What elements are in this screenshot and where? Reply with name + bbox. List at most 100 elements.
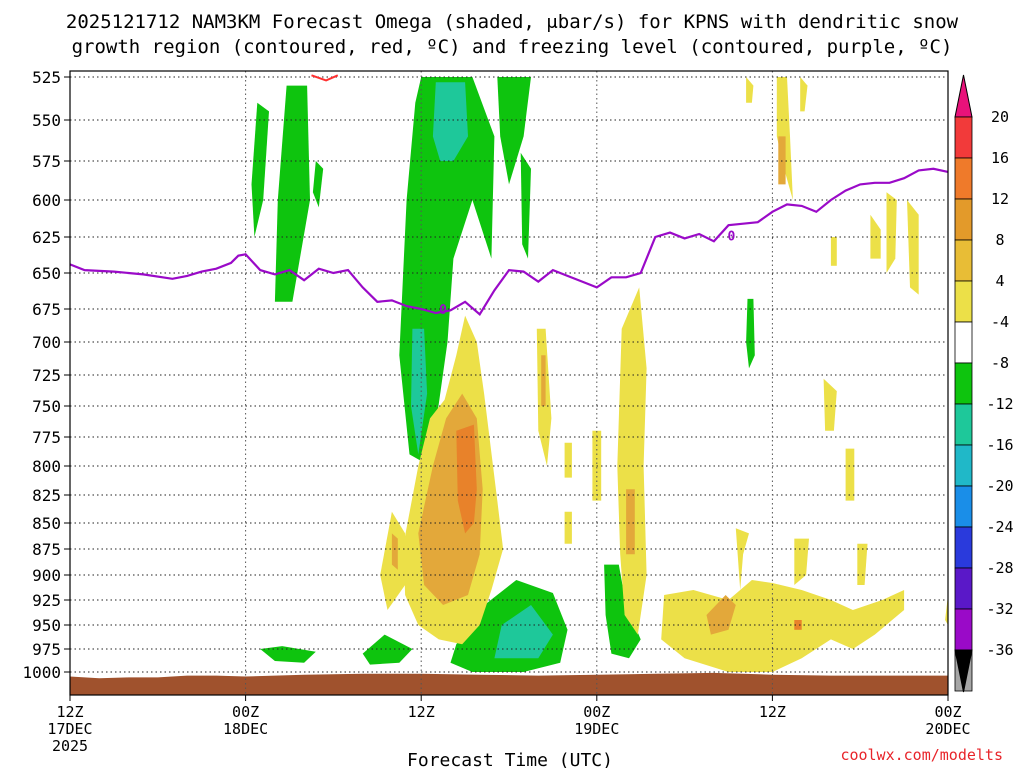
- omega-region-40: [778, 136, 786, 185]
- colorbar-swatch-0: [954, 116, 973, 159]
- colorbar-label-3: 8: [995, 231, 1004, 249]
- colorbar-label-9: -20: [986, 477, 1013, 495]
- x-tick-label-12-0: 00Z: [232, 703, 259, 721]
- x-tick-label-36-0: 00Z: [583, 703, 610, 721]
- x-tick-label-12-1: 18DEC: [223, 720, 268, 738]
- omega-region-11: [260, 646, 316, 663]
- colorbar-label-0: 20: [991, 108, 1009, 126]
- omega-region-42: [794, 620, 802, 630]
- omega-region-2: [312, 161, 324, 208]
- y-tick-label-950: 950: [32, 616, 61, 635]
- y-tick-label-525: 525: [32, 68, 61, 87]
- colorbar-label-5: -4: [991, 313, 1009, 331]
- colorbar-label-13: -36: [986, 641, 1013, 659]
- ground-layer: [70, 672, 948, 695]
- colorbar-top-arrow: [954, 74, 973, 118]
- omega-region-13: [746, 298, 755, 369]
- omega-region-28: [907, 200, 919, 295]
- y-tick-label-625: 625: [32, 228, 61, 247]
- colorbar-label-4: 4: [995, 272, 1004, 290]
- x-tick-label-60-1: 20DEC: [925, 720, 970, 738]
- colorbar-swatch-9: [954, 485, 973, 528]
- colorbar-swatch-11: [954, 567, 973, 610]
- pressure-axis: 525 550 575 600 625 650 675 700 725 750 775 800 825 8…: [22, 68, 70, 682]
- colorbar-swatch-8: [954, 444, 973, 487]
- omega-region-33: [800, 77, 808, 112]
- colorbar-label-8: -16: [986, 436, 1013, 454]
- omega-region-19: [564, 511, 572, 544]
- omega-region-5: [411, 328, 428, 455]
- grid-lines: [70, 71, 948, 695]
- y-tick-label-900: 900: [32, 566, 61, 585]
- colorbar-label-11: -28: [986, 559, 1013, 577]
- y-tick-label-650: 650: [32, 264, 61, 283]
- omega-region-25: [823, 378, 837, 431]
- colorbar-swatch-4: [954, 280, 973, 323]
- y-tick-label-550: 550: [32, 111, 61, 130]
- omega-region-21: [661, 580, 905, 672]
- colorbar-swatch-7: [954, 403, 973, 446]
- y-tick-label-575: 575: [32, 152, 61, 171]
- omega-region-20: [617, 287, 647, 635]
- x-tick-label-0-2: 2025: [52, 737, 88, 755]
- colorbar-swatch-2: [954, 198, 973, 241]
- omega-region-37: [626, 489, 635, 555]
- chart-title-line-2: growth region (contoured, red, ºC) and f…: [72, 36, 953, 58]
- omega-region-12: [604, 564, 641, 659]
- colorbar-label-2: 12: [991, 190, 1009, 208]
- y-tick-label-675: 675: [32, 300, 61, 319]
- omega-region-26: [845, 448, 855, 501]
- y-tick-label-825: 825: [32, 486, 61, 505]
- freezing-level-label-1: 0: [727, 230, 735, 245]
- omega-shading-layer: [251, 77, 948, 672]
- freezing-level-label-0: 0: [439, 303, 447, 318]
- omega-region-22: [735, 528, 749, 590]
- x-tick-label-24-0: 12Z: [408, 703, 435, 721]
- omega-region-34: [945, 595, 948, 625]
- omega-region-23: [794, 538, 809, 585]
- colorbar-label-12: -32: [986, 600, 1013, 618]
- colorbar-label-6: -8: [991, 354, 1009, 372]
- colorbar-label-10: -24: [986, 518, 1013, 536]
- colorbar-swatch-1: [954, 157, 973, 200]
- colorbar-label-7: -12: [986, 395, 1013, 413]
- y-tick-label-975: 975: [32, 640, 61, 659]
- x-tick-label-36-1: 19DEC: [574, 720, 619, 738]
- y-tick-label-925: 925: [32, 591, 61, 610]
- omega-region-39: [541, 355, 546, 406]
- dendritic-growth-contour: [311, 74, 339, 82]
- x-tick-label-60-0: 00Z: [934, 703, 961, 721]
- omega-region-7: [520, 152, 531, 259]
- omega-region-6: [497, 77, 531, 185]
- colorbar-label-1: 16: [991, 149, 1009, 167]
- chart-title-line-1: 2025121712 NAM3KM Forecast Omega (shaded…: [66, 11, 959, 33]
- plot-frame: [69, 70, 949, 696]
- y-tick-label-700: 700: [32, 333, 61, 352]
- colorbar-bottom-arrow: [954, 649, 973, 693]
- omega-region-4: [432, 82, 468, 161]
- colorbar-swatch-6: [954, 362, 973, 405]
- y-tick-label-875: 875: [32, 540, 61, 559]
- contour-layer: 00: [69, 74, 949, 318]
- omega-region-36: [391, 533, 398, 570]
- ground-surface: [70, 672, 948, 695]
- omega-region-0: [274, 85, 310, 302]
- omega-region-10: [362, 634, 413, 665]
- colorbar-swatch-10: [954, 526, 973, 569]
- freezing-level-line: [69, 167, 949, 316]
- omega-region-17: [564, 442, 572, 478]
- x-tick-label-0-0: 12Z: [56, 703, 83, 721]
- omega-region-24: [857, 543, 868, 585]
- credit-text[interactable]: coolwx.com/modelts: [840, 746, 1003, 764]
- colorbar: 20 16 12 8 4 -4 -8 -12 -16 -20 -24 -28 -32 -36: [954, 74, 1014, 693]
- y-tick-label-800: 800: [32, 457, 61, 476]
- omega-region-31: [746, 77, 754, 103]
- y-tick-label-725: 725: [32, 366, 61, 385]
- y-tick-label-750: 750: [32, 397, 61, 416]
- colorbar-swatch-5: [954, 321, 973, 364]
- omega-region-41: [456, 424, 477, 534]
- x-tick-label-0-1: 17DEC: [47, 720, 92, 738]
- x-axis-label: Forecast Time (UTC): [407, 750, 613, 768]
